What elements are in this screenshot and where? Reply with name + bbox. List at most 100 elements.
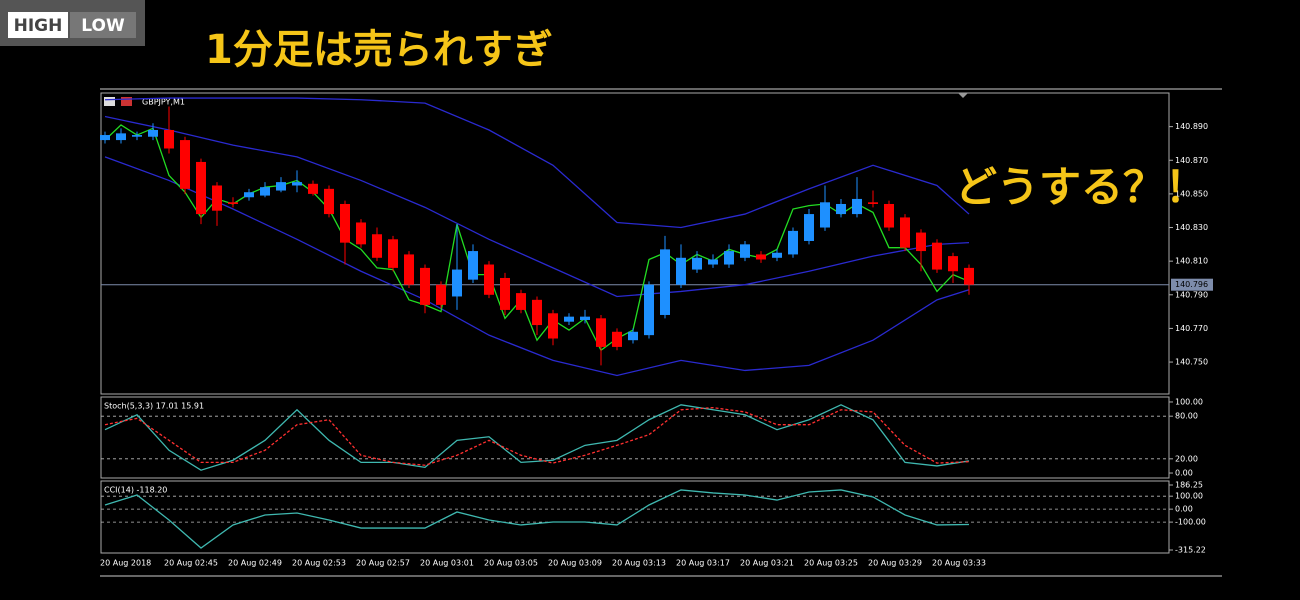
candle-body — [708, 259, 718, 265]
y-tick-label: -315.22 — [1175, 546, 1206, 555]
candle-body — [420, 267, 430, 305]
candle-body — [964, 267, 974, 285]
candle-body — [436, 284, 446, 305]
chart-icon — [121, 97, 132, 106]
candle-body — [932, 242, 942, 270]
x-tick-label: 20 Aug 03:13 — [612, 559, 666, 568]
candle-body — [820, 202, 830, 228]
x-tick-label: 20 Aug 2018 — [100, 559, 151, 568]
y-tick-label: 100.00 — [1175, 397, 1203, 406]
candle-body — [804, 214, 814, 241]
current-price-label: 140.796 — [1175, 280, 1208, 289]
stoch-panel — [100, 396, 1170, 479]
chart-title: GBPJPY,M1 — [142, 98, 185, 107]
chart-icon — [104, 97, 115, 106]
series-line — [104, 489, 970, 549]
candle-body — [324, 188, 334, 215]
headline: 1分足は売られすぎ — [205, 27, 553, 73]
candle-body — [548, 313, 558, 339]
candle-body — [900, 217, 910, 248]
series-line — [104, 115, 970, 298]
candle-body — [116, 133, 126, 141]
candle-body — [852, 198, 862, 215]
candle-body — [612, 331, 622, 347]
x-tick-label: 20 Aug 03:01 — [420, 559, 474, 568]
y-tick-label: 140.830 — [1175, 223, 1208, 232]
candle-body — [148, 129, 158, 137]
candle-body — [484, 264, 494, 295]
x-tick-label: 20 Aug 02:49 — [228, 559, 282, 568]
cci-panel — [100, 480, 1170, 554]
y-tick-label: 0.00 — [1175, 505, 1193, 514]
candle-body — [580, 316, 590, 321]
candle-body — [164, 129, 174, 149]
candle-body — [388, 239, 398, 268]
candle-body — [836, 203, 846, 215]
candle-body — [308, 183, 318, 194]
y-tick-label: 140.790 — [1175, 290, 1208, 299]
x-tick-label: 20 Aug 03:09 — [548, 559, 602, 568]
candle-body — [452, 269, 462, 297]
y-tick-label: 140.890 — [1175, 122, 1208, 131]
candle-body — [356, 222, 366, 245]
candle-body — [676, 257, 686, 285]
y-tick-label: 20.00 — [1175, 454, 1198, 463]
candle-body — [724, 251, 734, 265]
y-tick-label: 140.870 — [1175, 156, 1208, 165]
candle-body — [660, 249, 670, 315]
x-tick-label: 20 Aug 03:21 — [740, 559, 794, 568]
candle-body — [756, 254, 766, 260]
x-tick-label: 20 Aug 03:33 — [932, 559, 986, 568]
y-tick-label: 140.750 — [1175, 358, 1208, 367]
candle-body — [228, 202, 238, 204]
candle-body — [180, 140, 190, 189]
x-tick-label: 20 Aug 03:17 — [676, 559, 730, 568]
candle-body — [740, 244, 750, 258]
candle-body — [212, 185, 222, 211]
candle-body — [788, 230, 798, 255]
logo-right-box — [70, 12, 136, 38]
candle-body — [372, 234, 382, 258]
candle-body — [132, 135, 142, 137]
candle-body — [564, 316, 574, 322]
x-tick-label: 20 Aug 03:25 — [804, 559, 858, 568]
series-line — [104, 156, 970, 377]
x-tick-label: 20 Aug 03:29 — [868, 559, 922, 568]
indicator-title: CCI(14) -118.20 — [104, 486, 167, 495]
candle-body — [404, 254, 414, 285]
annotation: どうする？！ — [955, 163, 1207, 212]
candle-body — [500, 277, 510, 310]
y-tick-label: 140.850 — [1175, 189, 1208, 198]
series-line — [104, 404, 970, 471]
candle-body — [276, 182, 286, 191]
y-tick-label: 140.770 — [1175, 324, 1208, 333]
candle-body — [772, 252, 782, 258]
candle-body — [516, 293, 526, 310]
candle-body — [260, 187, 270, 196]
candle-body — [196, 161, 206, 215]
candle-body — [244, 192, 254, 198]
candle-body — [340, 203, 350, 243]
current-price-box — [1171, 278, 1213, 291]
x-tick-label: 20 Aug 02:53 — [292, 559, 346, 568]
candle-body — [628, 331, 638, 341]
candle-body — [884, 203, 894, 228]
candle-body — [100, 135, 110, 141]
shift-marker — [958, 93, 968, 98]
candle-body — [692, 257, 702, 270]
x-tick-label: 20 Aug 02:45 — [164, 559, 218, 568]
candle-body — [532, 299, 542, 326]
candle-body — [948, 256, 958, 272]
indicator-title: Stoch(5,3,3) 17.01 15.91 — [104, 402, 204, 411]
candle-body — [292, 182, 302, 186]
x-tick-label: 20 Aug 02:57 — [356, 559, 410, 568]
logo-left-box — [8, 12, 68, 38]
y-tick-label: 140.810 — [1175, 257, 1208, 266]
y-tick-label: 80.00 — [1175, 412, 1198, 421]
logo-left: HIGH — [14, 16, 63, 36]
candle-body — [468, 251, 478, 280]
y-tick-label: -100.00 — [1175, 518, 1206, 527]
main-panel — [100, 92, 1170, 395]
y-tick-label: 0.00 — [1175, 469, 1193, 478]
